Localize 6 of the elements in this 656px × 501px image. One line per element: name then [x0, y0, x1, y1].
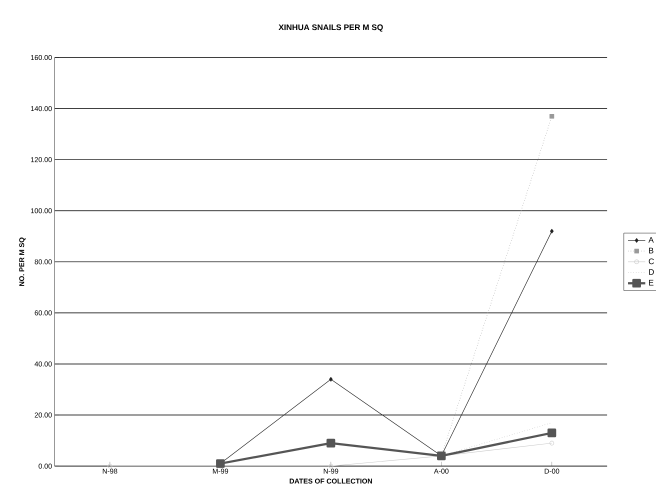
legend-label: B [649, 248, 654, 254]
legend-label: D [649, 269, 654, 275]
legend-label: C [648, 258, 654, 264]
legend-label: E [649, 280, 654, 286]
chart-title: XINHUA SNAILS PER M SQ [278, 24, 383, 32]
legend-label: A [648, 237, 654, 243]
